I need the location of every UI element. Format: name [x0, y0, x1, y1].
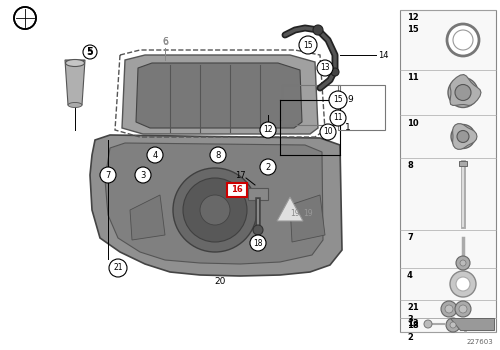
- Circle shape: [260, 122, 276, 138]
- Text: 3: 3: [140, 170, 145, 180]
- Circle shape: [135, 167, 151, 183]
- Polygon shape: [90, 135, 342, 276]
- Text: 18: 18: [254, 238, 263, 247]
- Ellipse shape: [66, 60, 84, 66]
- Text: 10: 10: [323, 127, 333, 136]
- Text: 19: 19: [303, 209, 313, 217]
- Text: 18: 18: [407, 322, 418, 330]
- Text: 8: 8: [407, 161, 413, 170]
- Text: 7: 7: [407, 233, 413, 243]
- Circle shape: [460, 260, 466, 266]
- Circle shape: [260, 159, 276, 175]
- Circle shape: [455, 301, 471, 317]
- Circle shape: [320, 124, 336, 140]
- Circle shape: [450, 271, 476, 297]
- Text: 227603: 227603: [466, 339, 493, 345]
- Text: 4: 4: [407, 272, 413, 280]
- Circle shape: [453, 30, 473, 50]
- Circle shape: [446, 318, 460, 332]
- Circle shape: [173, 168, 257, 252]
- Circle shape: [331, 68, 339, 76]
- Wedge shape: [25, 18, 34, 27]
- Circle shape: [441, 301, 457, 317]
- Circle shape: [456, 256, 470, 270]
- Polygon shape: [290, 195, 325, 242]
- Circle shape: [457, 131, 469, 142]
- Polygon shape: [105, 143, 323, 264]
- Polygon shape: [122, 55, 318, 134]
- Circle shape: [451, 125, 475, 148]
- Polygon shape: [277, 197, 303, 221]
- Text: 12: 12: [263, 126, 273, 134]
- Text: 12: 12: [407, 14, 419, 22]
- Text: 10: 10: [407, 119, 418, 127]
- Polygon shape: [459, 161, 467, 166]
- Circle shape: [100, 167, 116, 183]
- Text: 11: 11: [333, 113, 343, 122]
- FancyBboxPatch shape: [227, 183, 247, 197]
- Circle shape: [329, 91, 347, 109]
- Wedge shape: [16, 9, 25, 18]
- Text: 13: 13: [407, 320, 418, 329]
- Circle shape: [455, 84, 471, 100]
- Text: 7: 7: [106, 170, 110, 180]
- Circle shape: [448, 77, 478, 107]
- Text: 9: 9: [347, 96, 353, 105]
- Circle shape: [424, 320, 432, 328]
- Circle shape: [250, 235, 266, 251]
- Polygon shape: [130, 195, 165, 240]
- Circle shape: [445, 305, 453, 313]
- Text: 6: 6: [162, 37, 168, 47]
- Text: 4: 4: [152, 150, 158, 160]
- Text: 1: 1: [345, 122, 351, 132]
- Text: 21: 21: [113, 264, 123, 273]
- Circle shape: [200, 195, 230, 225]
- Text: 8: 8: [216, 150, 220, 160]
- Circle shape: [313, 25, 323, 35]
- Text: 15: 15: [407, 26, 419, 35]
- Text: 14: 14: [378, 50, 388, 60]
- Circle shape: [253, 225, 263, 235]
- Ellipse shape: [68, 103, 82, 107]
- Text: 17: 17: [236, 170, 246, 180]
- Circle shape: [317, 60, 333, 76]
- Polygon shape: [450, 75, 481, 105]
- Text: 13: 13: [320, 63, 330, 72]
- Polygon shape: [450, 318, 494, 330]
- Text: 3: 3: [407, 315, 413, 324]
- Polygon shape: [248, 188, 268, 200]
- Polygon shape: [400, 10, 496, 332]
- Text: 20: 20: [214, 278, 226, 287]
- Text: 15: 15: [303, 41, 313, 49]
- Text: 11: 11: [407, 74, 419, 83]
- Wedge shape: [16, 18, 25, 27]
- Circle shape: [447, 24, 479, 56]
- Text: 5: 5: [88, 48, 92, 56]
- Polygon shape: [65, 60, 85, 105]
- Circle shape: [459, 305, 467, 313]
- Text: 19: 19: [290, 209, 300, 217]
- Circle shape: [109, 259, 127, 277]
- Polygon shape: [452, 124, 477, 149]
- Circle shape: [147, 147, 163, 163]
- Circle shape: [210, 147, 226, 163]
- Text: 15: 15: [333, 96, 343, 105]
- Polygon shape: [136, 63, 302, 128]
- Circle shape: [330, 110, 346, 126]
- Circle shape: [450, 322, 456, 328]
- Text: 16: 16: [231, 186, 243, 195]
- Circle shape: [83, 45, 97, 59]
- Circle shape: [456, 277, 470, 291]
- Text: 2: 2: [407, 334, 413, 343]
- Text: 6: 6: [162, 36, 168, 46]
- Circle shape: [299, 36, 317, 54]
- Text: 2: 2: [266, 162, 270, 172]
- Wedge shape: [25, 9, 34, 18]
- Circle shape: [14, 7, 36, 29]
- Circle shape: [183, 178, 247, 242]
- Text: 21: 21: [407, 303, 419, 313]
- Text: 5: 5: [86, 47, 94, 57]
